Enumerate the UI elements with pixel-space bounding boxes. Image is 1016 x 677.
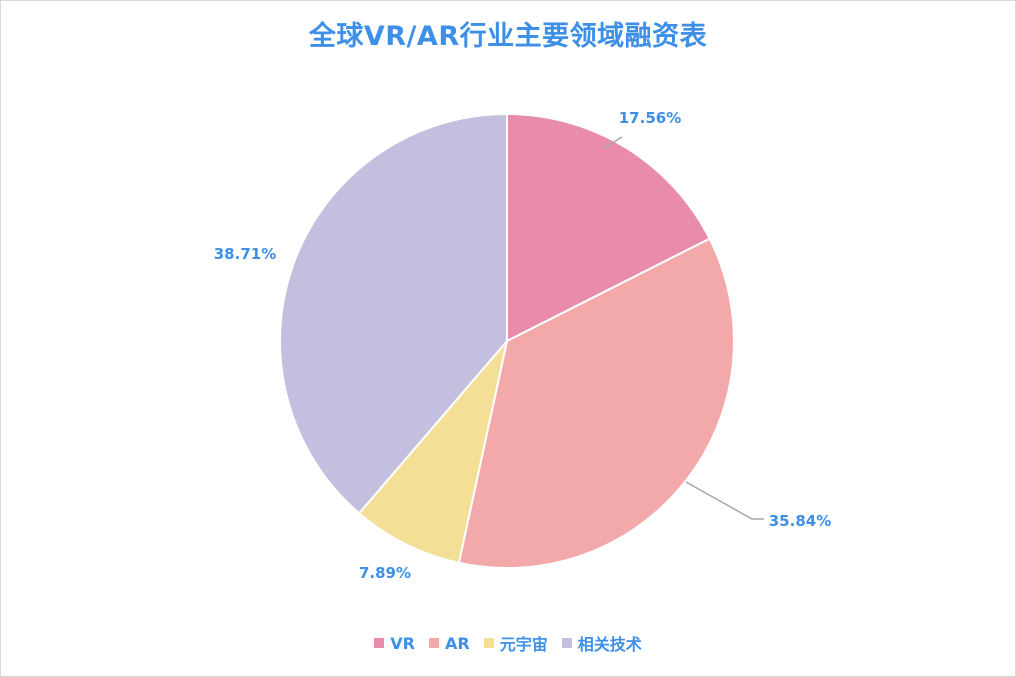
legend-item-3: 元宇宙 xyxy=(483,631,548,655)
chart-title: 全球VR/AR行业主要领域融资表 xyxy=(308,21,708,52)
pie-slice-4 xyxy=(279,112,508,515)
data-label-2: 35.84% xyxy=(769,512,831,530)
leader-line-2 xyxy=(685,481,764,520)
legend-swatch xyxy=(483,638,494,648)
legend-label: 元宇宙 xyxy=(499,635,548,654)
legend-swatch xyxy=(374,638,385,648)
legend-item-4: 相关技术 xyxy=(561,631,642,655)
legend-item-2: AR xyxy=(428,633,470,653)
legend-label: AR xyxy=(444,633,470,653)
pie-slice-2 xyxy=(457,237,735,569)
data-label-1: 17.56% xyxy=(619,109,681,127)
legend-swatch xyxy=(428,638,439,648)
data-label-3: 7.89% xyxy=(359,564,411,582)
legend-swatch xyxy=(561,638,572,648)
pie-slice-3 xyxy=(357,340,508,565)
legend-item-1: VR xyxy=(374,634,415,653)
pie-slice-1 xyxy=(506,112,711,343)
legend: VR AR 元宇宙 相关技术 xyxy=(0,631,1016,655)
leader-line-1 xyxy=(603,136,623,149)
legend-label: VR xyxy=(390,633,415,653)
data-label-4: 38.71% xyxy=(214,245,276,263)
legend-label: 相关技术 xyxy=(577,635,642,654)
